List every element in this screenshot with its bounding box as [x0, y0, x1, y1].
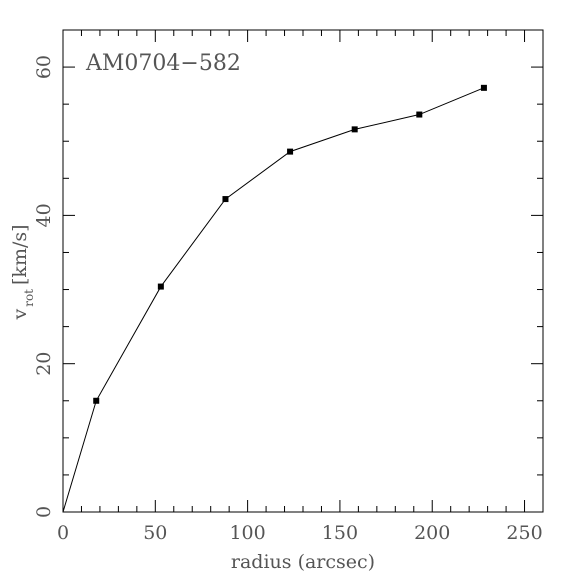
- x-tick-label: 200: [414, 522, 450, 544]
- x-tick-label: 250: [506, 522, 542, 544]
- axis-ticks: [62, 29, 544, 513]
- data-point: [480, 84, 487, 91]
- x-tick-label: 100: [229, 522, 265, 544]
- y-tick-label: 0: [33, 506, 55, 518]
- data-points: [93, 84, 487, 404]
- y-axis-title-unit: [km/s]: [9, 224, 31, 285]
- data-point: [222, 196, 229, 203]
- x-tick-label: 150: [322, 522, 358, 544]
- x-axis-title: radius (arcsec): [231, 551, 375, 573]
- series-line: [62, 87, 485, 513]
- svg-text:vrot[km/s]: v rot [km/s]: [9, 224, 36, 320]
- data-point: [351, 126, 358, 133]
- y-axis-title-subscript: rot: [22, 289, 36, 307]
- tick-labels: 0 50 100 150 200 250 0 20 40 60: [33, 55, 543, 544]
- y-tick-label: 40: [33, 203, 55, 227]
- y-tick-label: 60: [33, 55, 55, 79]
- data-point: [157, 283, 164, 290]
- y-tick-label: 20: [33, 352, 55, 376]
- data-point: [287, 148, 294, 155]
- y-axis-title: v rot [km/s]: [9, 224, 36, 320]
- x-tick-label: 0: [57, 522, 69, 544]
- data-point: [416, 111, 423, 118]
- panel-title: AM0704−582: [85, 51, 241, 76]
- y-axis-title-main: v: [9, 309, 31, 321]
- data-point: [93, 397, 100, 404]
- x-tick-label: 50: [143, 522, 167, 544]
- plot-frame: [62, 29, 544, 513]
